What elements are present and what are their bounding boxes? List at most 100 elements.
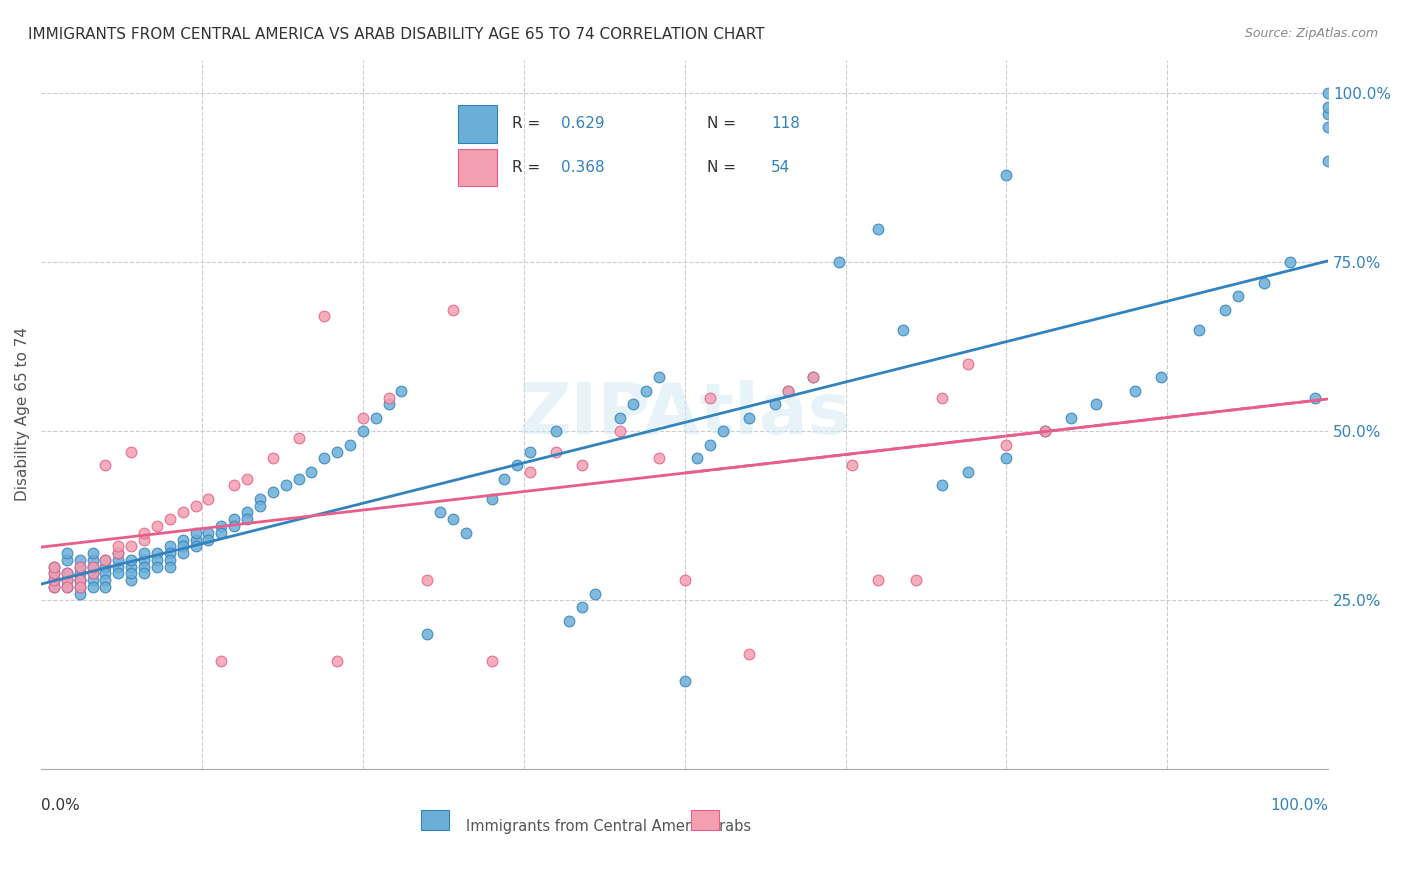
Point [107, 553, 129, 567]
Point [56, 566, 79, 581]
Point [571, 600, 593, 615]
Point [69, 580, 91, 594]
Point [224, 478, 246, 492]
Point [197, 533, 219, 547]
Point [699, 438, 721, 452]
Point [352, 425, 374, 439]
Point [274, 478, 297, 492]
Point [184, 539, 207, 553]
Point [236, 506, 259, 520]
Point [146, 519, 169, 533]
Point [648, 451, 671, 466]
Point [776, 384, 799, 398]
Point [184, 499, 207, 513]
Point [699, 391, 721, 405]
Point [56, 580, 79, 594]
Point [197, 491, 219, 506]
Text: Source: ZipAtlas.com: Source: ZipAtlas.com [1244, 27, 1378, 40]
Point [209, 519, 232, 533]
Point [107, 546, 129, 560]
Point [120, 559, 142, 574]
Point [56, 573, 79, 587]
Point [776, 384, 799, 398]
Point [416, 627, 439, 641]
Point [107, 539, 129, 553]
Point [146, 546, 169, 560]
Point [287, 431, 309, 445]
Point [184, 533, 207, 547]
Point [441, 302, 464, 317]
Point [866, 573, 889, 587]
Point [956, 465, 979, 479]
Point [738, 648, 761, 662]
Point [377, 391, 399, 405]
Point [209, 525, 232, 540]
Point [648, 370, 671, 384]
Point [673, 674, 696, 689]
Point [1278, 255, 1301, 269]
Point [42, 573, 65, 587]
Point [69, 573, 91, 587]
Point [94, 559, 117, 574]
Point [339, 438, 361, 452]
FancyBboxPatch shape [420, 810, 449, 830]
Point [1033, 425, 1056, 439]
Point [893, 323, 915, 337]
Point [94, 553, 117, 567]
Point [56, 573, 79, 587]
Y-axis label: Disability Age 65 to 74: Disability Age 65 to 74 [15, 327, 30, 501]
Point [82, 553, 104, 567]
Point [416, 573, 439, 587]
Point [454, 525, 477, 540]
Point [69, 553, 91, 567]
Point [931, 391, 953, 405]
Point [494, 472, 516, 486]
Point [120, 573, 142, 587]
Point [69, 559, 91, 574]
Text: 0.0%: 0.0% [41, 797, 80, 813]
Point [481, 654, 503, 668]
Point [1317, 120, 1340, 135]
Point [224, 519, 246, 533]
Point [120, 566, 142, 581]
Point [132, 533, 155, 547]
Point [42, 580, 65, 594]
Point [1227, 289, 1250, 303]
Point [1060, 410, 1083, 425]
Point [1150, 370, 1173, 384]
Point [82, 580, 104, 594]
Point [94, 573, 117, 587]
Point [391, 384, 413, 398]
Point [236, 472, 259, 486]
Point [236, 512, 259, 526]
Point [609, 425, 631, 439]
Point [995, 451, 1018, 466]
Point [583, 586, 606, 600]
Text: IMMIGRANTS FROM CENTRAL AMERICA VS ARAB DISABILITY AGE 65 TO 74 CORRELATION CHAR: IMMIGRANTS FROM CENTRAL AMERICA VS ARAB … [28, 27, 765, 42]
Point [1317, 106, 1340, 120]
Point [107, 559, 129, 574]
Point [558, 614, 581, 628]
Point [481, 491, 503, 506]
Point [120, 539, 142, 553]
Point [94, 553, 117, 567]
Point [1123, 384, 1146, 398]
Point [42, 580, 65, 594]
Point [544, 444, 567, 458]
Point [69, 580, 91, 594]
Point [120, 444, 142, 458]
Point [82, 573, 104, 587]
Point [69, 573, 91, 587]
Point [69, 566, 91, 581]
Point [609, 410, 631, 425]
Point [519, 465, 541, 479]
Point [686, 451, 709, 466]
Point [571, 458, 593, 472]
Point [69, 559, 91, 574]
Point [621, 397, 644, 411]
Point [1303, 391, 1326, 405]
Point [94, 458, 117, 472]
Point [1085, 397, 1108, 411]
Point [42, 573, 65, 587]
Point [1253, 276, 1275, 290]
